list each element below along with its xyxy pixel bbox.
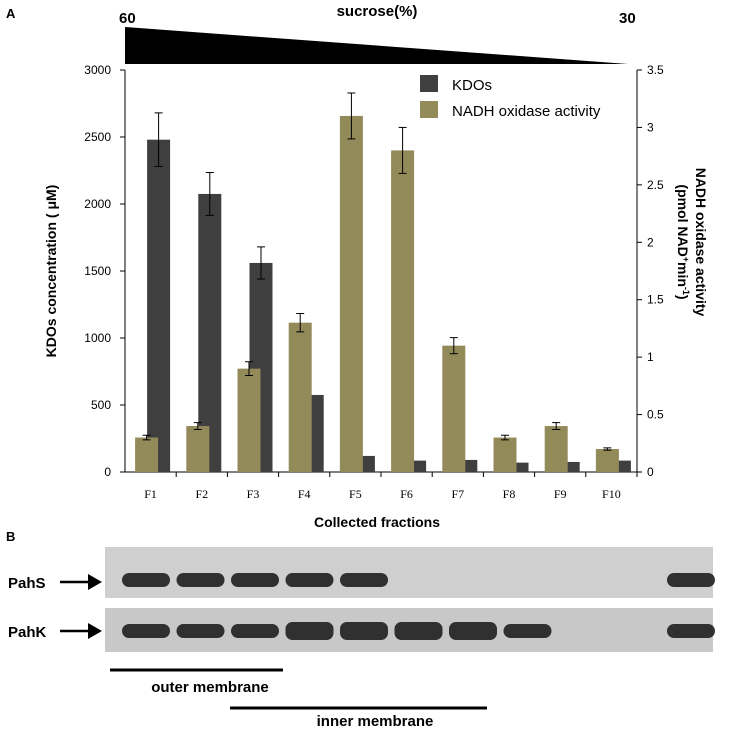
- x-tick-label: F7: [451, 487, 464, 501]
- arrow-icon: [60, 574, 102, 590]
- nadh-bar: [135, 437, 159, 472]
- x-tick-label: F10: [602, 487, 621, 501]
- y-tick-label: 0: [104, 465, 111, 479]
- gel-band: [340, 622, 388, 640]
- x-tick-label: F5: [349, 487, 362, 501]
- sucrose-gradient-wedge: [125, 27, 628, 64]
- nadh-bar: [595, 449, 619, 472]
- left-axis-ticks: 0 500 1000 1500 2000 2500 3000: [84, 63, 125, 479]
- legend-label-nadh: NADH oxidase activity: [452, 103, 601, 120]
- nadh-bar: [391, 150, 415, 472]
- x-tick-label: F2: [195, 487, 208, 501]
- sucrose-right-value: 30: [619, 10, 636, 27]
- gel-band: [122, 624, 170, 638]
- nadh-bar: [339, 115, 363, 472]
- y2-tick-label: 2: [647, 235, 654, 249]
- gel-strip-pahs: [105, 547, 713, 598]
- y-tick-label: 2000: [84, 197, 111, 211]
- arrow-icon: [60, 623, 102, 639]
- gel-band: [231, 624, 279, 638]
- gel-band: [176, 573, 225, 587]
- kdos-bar: [147, 139, 171, 472]
- y2-tick-label: 0: [647, 465, 654, 479]
- gel-band: [176, 624, 225, 638]
- kdos-bar: [607, 460, 631, 472]
- sucrose-label: sucrose(%): [337, 3, 418, 20]
- y2-axis-title-line1: NADH oxidase activity: [693, 168, 709, 317]
- legend: KDOs NADH oxidase activity: [420, 75, 601, 120]
- gel-band: [122, 573, 170, 587]
- gel-band: [667, 573, 715, 587]
- x-tick-label: F8: [503, 487, 516, 501]
- nadh-bar: [288, 322, 312, 472]
- y2-tick-label: 3: [647, 120, 654, 134]
- y2-tick-label: 1.5: [647, 293, 664, 307]
- y-tick-label: 3000: [84, 63, 111, 77]
- legend-swatch-nadh: [420, 101, 438, 118]
- gel-band: [285, 622, 334, 640]
- x-tick-label: F9: [554, 487, 567, 501]
- y2-axis-title-line2: (pmol NAD+min-1): [675, 184, 691, 299]
- outer-membrane-label: outer membrane: [151, 679, 269, 696]
- gel-band: [503, 624, 552, 638]
- y2-tick-label: 1: [647, 350, 654, 364]
- nadh-bar: [237, 368, 261, 472]
- kdos-bar: [198, 193, 222, 472]
- x-axis-title: Collected fractions: [314, 514, 440, 530]
- x-tick-label: F1: [144, 487, 157, 501]
- x-tick-label: F4: [298, 487, 311, 501]
- kdos-bar: [505, 462, 529, 472]
- y-tick-label: 500: [91, 398, 111, 412]
- bars: [135, 92, 631, 472]
- gel-band: [394, 622, 443, 640]
- kdos-bar: [556, 461, 580, 472]
- gel-row-label-pahk: PahK: [8, 624, 47, 641]
- gel-band: [231, 573, 279, 587]
- right-axis-ticks: 0 0.5 1 1.5 2 2.5 3 3.5: [637, 63, 664, 479]
- y-tick-label: 2500: [84, 130, 111, 144]
- y2-tick-label: 0.5: [647, 408, 664, 422]
- y-tick-label: 1500: [84, 264, 111, 278]
- x-tick-label: F3: [247, 487, 260, 501]
- gel-band: [340, 573, 388, 587]
- x-tick-label: F6: [400, 487, 413, 501]
- legend-label-kdos: KDOs: [452, 77, 492, 94]
- nadh-bar: [186, 426, 210, 472]
- y-axis-title: KDOs concentration ( μM): [43, 185, 59, 358]
- gel-band: [449, 622, 497, 640]
- x-axis-ticks: F1 F2 F3 F4 F5 F6 F7 F8 F9 F10: [144, 472, 638, 501]
- gel-bands: [122, 573, 715, 640]
- gel-row-label-pahs: PahS: [8, 575, 46, 592]
- y-tick-label: 1000: [84, 331, 111, 345]
- gel-band: [285, 573, 334, 587]
- y2-tick-label: 3.5: [647, 63, 664, 77]
- gel-band: [667, 624, 715, 638]
- inner-membrane-label: inner membrane: [317, 713, 434, 730]
- y2-tick-label: 2.5: [647, 178, 664, 192]
- nadh-bar: [493, 437, 517, 472]
- nadh-bar: [442, 345, 466, 472]
- panel-a-label: A: [6, 6, 16, 21]
- sucrose-left-value: 60: [119, 10, 136, 27]
- panel-b-label: B: [6, 529, 15, 544]
- kdos-bar: [403, 460, 427, 472]
- nadh-bar: [544, 426, 568, 472]
- legend-swatch-kdos: [420, 75, 438, 92]
